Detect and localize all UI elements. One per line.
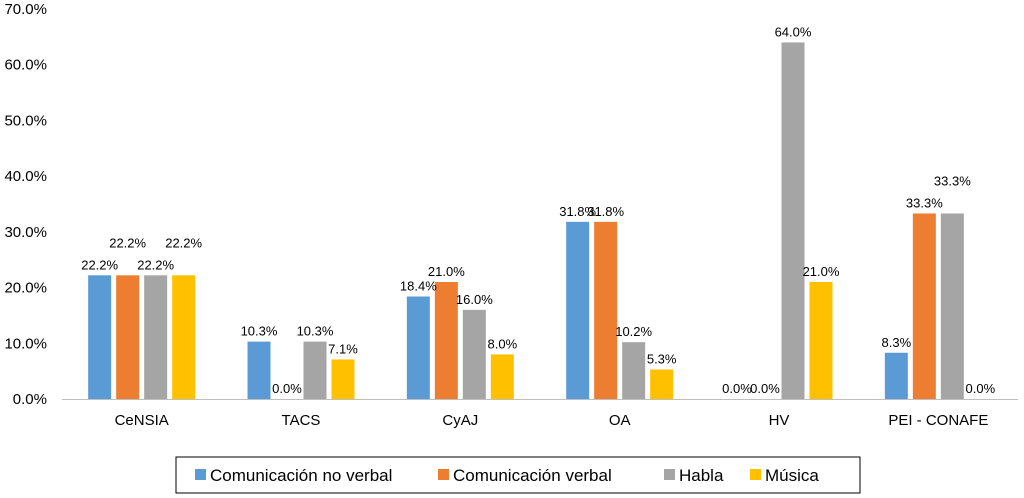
data-label: 0.0% [272, 381, 302, 396]
data-label: 16.0% [456, 292, 493, 307]
data-label: 31.8% [559, 204, 596, 219]
bar [594, 221, 618, 399]
y-tick-label: 70.0% [4, 1, 47, 18]
category-label: CyAJ [442, 412, 478, 429]
bar [116, 275, 140, 399]
data-label: 0.0% [750, 381, 780, 396]
bar [303, 341, 327, 399]
legend-swatch [438, 469, 449, 480]
bar [462, 309, 486, 399]
bar [490, 354, 514, 399]
bar [172, 275, 196, 399]
data-label: 10.2% [615, 324, 652, 339]
bar [912, 213, 936, 399]
bar [622, 342, 646, 399]
legend-label: Comunicación no verbal [210, 466, 392, 485]
y-tick-label: 30.0% [4, 224, 47, 241]
legend-label: Música [765, 466, 819, 485]
bar [884, 352, 908, 399]
bar [88, 275, 112, 399]
legend-label: Habla [679, 466, 724, 485]
category-label: PEI - CONAFE [888, 412, 988, 429]
bar [566, 221, 590, 399]
bars [88, 42, 964, 400]
category-label: TACS [282, 412, 321, 429]
data-label: 22.2% [137, 257, 174, 272]
data-labels: 22.2% 22.2% 22.2% 22.2% 10.3% 0.0% 10.3% 7.1% 18… [81, 24, 995, 396]
data-label: 10.3% [297, 324, 334, 339]
data-label: 33.3% [934, 173, 971, 188]
category-label: OA [609, 412, 631, 429]
x-axis: CeNSIA TACS CyAJ OA HV PEI - CONAFE [115, 412, 989, 429]
data-label: 5.3% [647, 351, 677, 366]
bar [247, 341, 271, 399]
legend-swatch [664, 469, 675, 480]
data-label: 31.8% [587, 204, 624, 219]
y-axis: 0.0% 10.0% 20.0% 30.0% 40.0% 50.0% 60.0% 70.0% [4, 1, 47, 408]
data-label: 21.0% [803, 264, 840, 279]
legend: Comunicación no verbal Comunicación verba… [175, 456, 861, 494]
y-tick-label: 60.0% [4, 57, 47, 74]
category-label: HV [769, 412, 790, 429]
data-label: 22.2% [81, 257, 118, 272]
data-label: 64.0% [775, 24, 812, 39]
legend-swatch [195, 469, 206, 480]
y-tick-label: 10.0% [4, 335, 47, 352]
data-label: 8.3% [882, 335, 912, 350]
y-tick-label: 40.0% [4, 168, 47, 185]
legend-swatch [750, 469, 761, 480]
legend-label: Comunicación verbal [453, 466, 612, 485]
data-label: 8.0% [488, 336, 518, 351]
data-label: 22.2% [165, 235, 202, 250]
y-tick-label: 50.0% [4, 112, 47, 129]
bar [406, 296, 430, 399]
data-label: 7.1% [328, 341, 358, 356]
data-label: 18.4% [400, 278, 437, 293]
data-label: 0.0% [966, 381, 996, 396]
bar [809, 282, 833, 399]
bar [650, 369, 674, 399]
bar [144, 275, 168, 399]
bar [781, 42, 805, 400]
bar [940, 213, 964, 399]
data-label: 22.2% [109, 235, 146, 250]
y-tick-label: 0.0% [13, 391, 47, 408]
data-label: 0.0% [722, 381, 752, 396]
legend-box [175, 456, 861, 494]
bar [331, 359, 355, 399]
data-label: 21.0% [428, 264, 465, 279]
y-tick-label: 20.0% [4, 280, 47, 297]
data-label: 10.3% [241, 324, 278, 339]
data-label: 33.3% [906, 195, 943, 210]
category-label: CeNSIA [115, 412, 169, 429]
bar [434, 282, 458, 399]
